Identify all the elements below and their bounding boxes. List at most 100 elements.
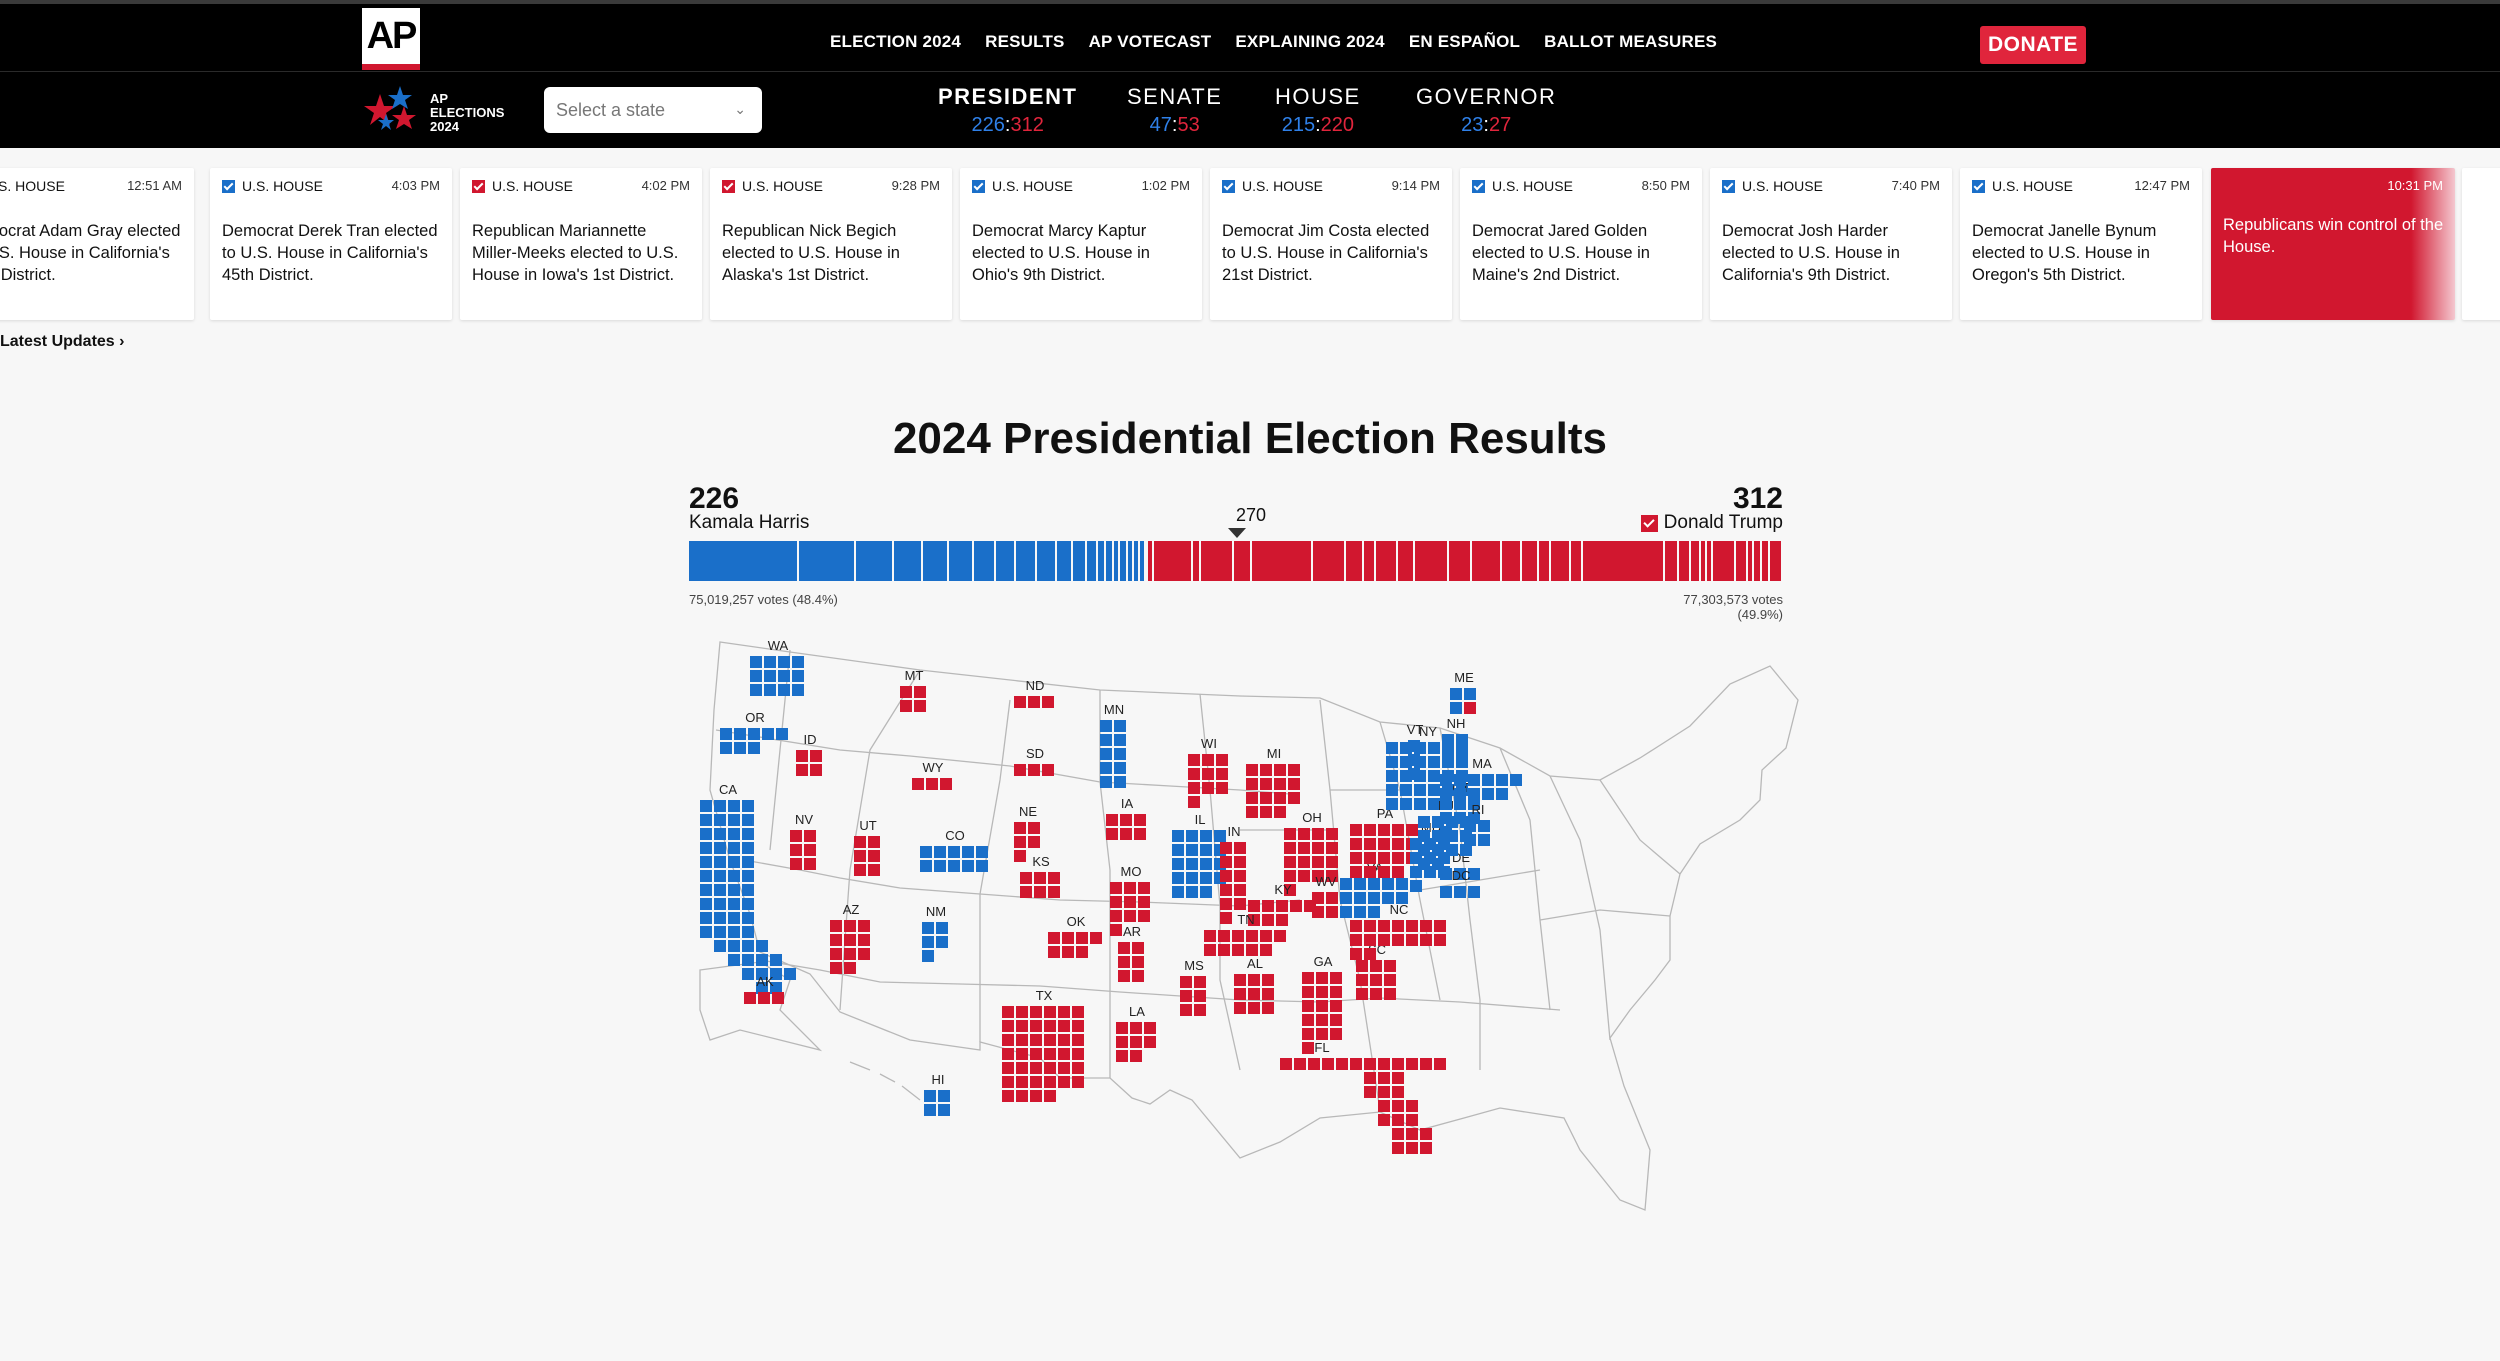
ev-bar-segment-ar[interactable]	[1538, 541, 1551, 581]
state-fl[interactable]: FL	[1280, 1040, 1446, 1154]
ev-bar-segment-ny[interactable]	[798, 541, 856, 581]
house-control-banner-card[interactable]: 10:31 PM Republicans win control of the …	[2211, 168, 2455, 320]
state-ut[interactable]: UT	[854, 818, 880, 876]
ev-bar-segment-il[interactable]	[855, 541, 895, 581]
ev-bar-segment-vt[interactable]	[1140, 541, 1147, 581]
ev-bar-segment-md[interactable]	[1036, 541, 1057, 581]
state-mt[interactable]: MT	[900, 668, 926, 712]
ev-bar-segment-mi[interactable]	[1471, 541, 1503, 581]
update-card[interactable]: U.S. HOUSE 1:02 PM Democrat Marcy Kaptur…	[960, 168, 1202, 320]
nav-ap-votecast[interactable]: AP VOTECAST	[1088, 32, 1212, 51]
ev-bar-segment-nm[interactable]	[1087, 541, 1098, 581]
state-wy[interactable]: WY	[912, 760, 952, 790]
state-wi[interactable]: WI	[1188, 736, 1228, 808]
state-tn[interactable]: TN	[1204, 912, 1286, 956]
state-ga[interactable]: GA	[1302, 954, 1342, 1054]
ev-bar-segment-nd[interactable]	[1707, 541, 1714, 581]
ev-bar-segment-hi[interactable]	[1119, 541, 1129, 581]
ev-bar-segment-ca[interactable]	[689, 541, 799, 581]
ev-bar-segment-la[interactable]	[1522, 541, 1539, 581]
state-al[interactable]: AL	[1234, 956, 1274, 1014]
state-me[interactable]: ME	[1450, 670, 1476, 714]
state-tx[interactable]: TX	[1002, 988, 1084, 1102]
ev-bar-segment-nv[interactable]	[1770, 541, 1783, 581]
update-card-partial[interactable]	[2462, 168, 2500, 320]
nav-ballot-measures[interactable]: BALLOT MEASURES	[1544, 32, 1718, 51]
ap-logo[interactable]: AP	[362, 8, 420, 70]
update-card[interactable]: U.S. HOUSE 7:40 PM Democrat Josh Harder …	[1710, 168, 1952, 320]
ev-bar-segment-wa[interactable]	[949, 541, 974, 581]
ev-bar-segment-al[interactable]	[1345, 541, 1364, 581]
nav-results[interactable]: RESULTS	[985, 32, 1065, 51]
state-nv[interactable]: NV	[790, 812, 816, 870]
state-la[interactable]: LA	[1116, 1004, 1156, 1062]
ev-bar-segment-mo[interactable]	[1550, 541, 1572, 581]
ev-bar-segment-wy[interactable]	[1748, 541, 1755, 581]
ev-bar-segment-wv[interactable]	[1193, 541, 1202, 581]
update-card[interactable]: U.S. HOUSE 12:51 AM Democrat Adam Gray e…	[0, 168, 194, 320]
state-ky[interactable]: KY	[1248, 882, 1316, 926]
ev-bar-segment-oh[interactable]	[1414, 541, 1450, 581]
ev-bar-segment-me[interactable]	[1113, 541, 1120, 581]
ev-bar-segment-tn[interactable]	[1376, 541, 1399, 581]
race-tab-governor[interactable]: GOVERNOR 23:27	[1416, 84, 1557, 136]
state-pa[interactable]: PA	[1350, 806, 1418, 878]
update-card[interactable]: U.S. HOUSE 4:02 PM Republican Mariannett…	[460, 168, 702, 320]
state-ri[interactable]: RI	[1464, 802, 1490, 846]
ev-bar-segment-sc[interactable]	[1233, 541, 1253, 581]
ev-bar-segment-nc[interactable]	[1201, 541, 1234, 581]
state-mn[interactable]: MN	[1100, 702, 1126, 788]
state-sd[interactable]: SD	[1014, 746, 1054, 776]
ev-bar-segment-ga[interactable]	[1313, 541, 1346, 581]
ev-bar-segment-ct[interactable]	[1073, 541, 1088, 581]
race-tab-president[interactable]: PRESIDENT 226:312	[938, 84, 1078, 136]
state-mi[interactable]: MI	[1246, 746, 1300, 818]
state-select[interactable]: Select a state ⌄	[544, 87, 762, 133]
ev-bar-segment-az[interactable]	[1713, 541, 1736, 581]
state-ma[interactable]: MA	[1440, 756, 1522, 800]
ev-bar-segment-ky[interactable]	[1398, 541, 1415, 581]
state-ks[interactable]: KS	[1020, 854, 1060, 898]
nav-en-espanol[interactable]: EN ESPAÑOL	[1408, 32, 1521, 51]
latest-updates-link[interactable]: Latest Updates ›	[0, 333, 125, 350]
state-ne[interactable]: NE	[1014, 804, 1040, 862]
ev-bar-segment-de[interactable]	[1128, 541, 1135, 581]
state-nh[interactable]: NH	[1442, 716, 1468, 760]
state-dc[interactable]: DC	[1440, 868, 1480, 898]
ev-bar-segment-va[interactable]	[922, 541, 950, 581]
ev-bar-segment-co[interactable]	[995, 541, 1017, 581]
ev-bar-segment-dc[interactable]	[1134, 541, 1141, 581]
state-az[interactable]: AZ	[830, 902, 870, 974]
ev-bar-segment-nh[interactable]	[1105, 541, 1114, 581]
ev-bar-segment-ri[interactable]	[1097, 541, 1106, 581]
update-card[interactable]: U.S. HOUSE 8:50 PM Democrat Jared Golden…	[1460, 168, 1702, 320]
state-ar[interactable]: AR	[1118, 924, 1144, 982]
state-vt[interactable]: VT	[1407, 722, 1424, 780]
state-nm[interactable]: NM	[922, 904, 948, 962]
state-nd[interactable]: ND	[1014, 678, 1054, 708]
ev-bar-segment-mn[interactable]	[1016, 541, 1037, 581]
ev-bar-segment-ia[interactable]	[1571, 541, 1584, 581]
state-id[interactable]: ID	[796, 732, 822, 776]
ev-bar-segment-ak[interactable]	[1148, 541, 1155, 581]
state-ca[interactable]: CA	[700, 782, 796, 994]
state-nc[interactable]: NC	[1350, 902, 1446, 960]
state-ms[interactable]: MS	[1180, 958, 1206, 1016]
ev-bar-segment-in[interactable]	[1449, 541, 1472, 581]
update-card[interactable]: U.S. HOUSE 9:28 PM Republican Nick Begic…	[710, 168, 952, 320]
update-card[interactable]: U.S. HOUSE 9:14 PM Democrat Jim Costa el…	[1210, 168, 1452, 320]
ev-bar-segment-or[interactable]	[1056, 541, 1074, 581]
state-co[interactable]: CO	[920, 828, 988, 872]
ev-bar-segment-sd[interactable]	[1701, 541, 1708, 581]
state-or[interactable]: OR	[720, 710, 788, 754]
state-wv[interactable]: WV	[1312, 874, 1338, 918]
ev-bar-segment-me[interactable]	[1146, 541, 1149, 581]
ev-bar-segment-id[interactable]	[1762, 541, 1771, 581]
ev-bar-segment-nj[interactable]	[894, 541, 923, 581]
ap-elections-logo[interactable]: AP ELECTIONS 2024	[362, 84, 512, 136]
state-wa[interactable]: WA	[750, 638, 804, 696]
ev-bar-segment-ut[interactable]	[1735, 541, 1749, 581]
race-tab-house[interactable]: HOUSE 215:220	[1275, 84, 1361, 136]
state-in[interactable]: IN	[1220, 824, 1246, 924]
state-ok[interactable]: OK	[1048, 914, 1102, 958]
